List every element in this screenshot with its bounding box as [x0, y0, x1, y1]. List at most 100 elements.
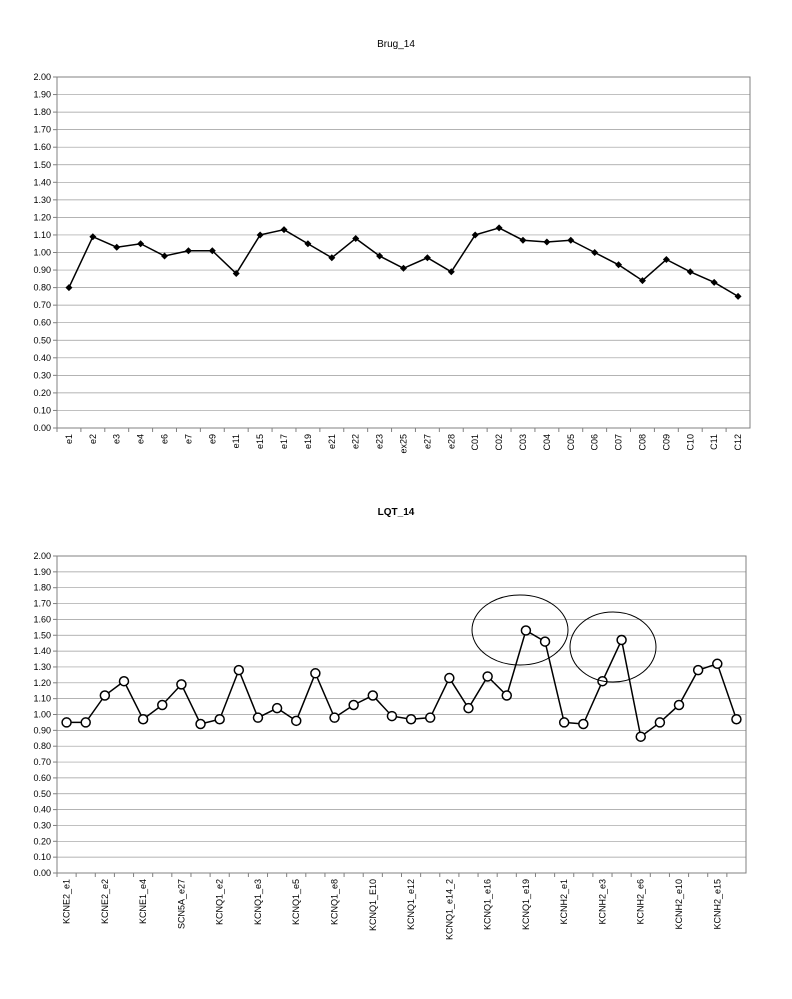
data-point [447, 268, 455, 276]
data-point [405, 714, 417, 725]
data-point [61, 717, 72, 728]
y-tick-label: 0.90 [33, 725, 51, 735]
chart-title: LQT_14 [378, 507, 415, 518]
x-tick-label: KCNQ1_e12 [406, 879, 416, 930]
y-tick-label: 1.40 [33, 177, 51, 187]
y-tick-label: 0.30 [33, 820, 51, 830]
x-tick-label: C10 [685, 434, 695, 451]
data-point [290, 715, 302, 727]
x-tick-label: KCNQ1_e5 [291, 879, 301, 925]
data-point [386, 710, 398, 722]
y-tick-label: 2.00 [33, 551, 51, 561]
x-tick-label: e23 [375, 434, 385, 449]
x-tick-label: SCN5A_e27 [176, 879, 186, 929]
data-point [471, 231, 479, 239]
y-tick-label: 1.20 [33, 212, 51, 222]
y-tick-label: 0.40 [33, 353, 51, 363]
x-tick-label: KCNQ1_e3 [253, 879, 263, 925]
y-tick-label: 0.10 [33, 405, 51, 415]
data-point [501, 690, 513, 701]
x-tick-label: e17 [279, 434, 289, 449]
data-point [578, 718, 589, 730]
y-tick-label: 1.80 [33, 583, 51, 593]
data-point [208, 247, 216, 255]
y-tick-label: 1.00 [33, 248, 51, 258]
data-point [195, 718, 206, 730]
data-point [89, 233, 97, 241]
y-tick-label: 1.40 [33, 646, 51, 656]
y-tick-label: 0.80 [33, 283, 51, 293]
data-point [184, 247, 192, 255]
x-tick-label: KCNH2_e1 [559, 879, 569, 925]
data-point [616, 634, 627, 646]
data-point [615, 261, 623, 269]
x-tick-label: KCNQ1_e8 [330, 879, 340, 925]
x-tick-label: KCNH2_e6 [636, 879, 646, 925]
data-point [176, 679, 187, 690]
x-tick-label: e4 [136, 434, 146, 444]
x-tick-label: C02 [494, 434, 504, 451]
y-tick-label: 1.80 [33, 107, 51, 117]
y-tick-label: 0.70 [33, 757, 51, 767]
x-tick-label: e7 [183, 434, 193, 444]
x-tick-label: KCNE1_e4 [138, 879, 148, 924]
data-point [543, 238, 551, 246]
data-point [233, 664, 245, 676]
data-point [520, 625, 532, 636]
x-tick-label: C07 [614, 434, 624, 451]
data-point [673, 699, 685, 711]
x-tick-label: KCNE2_e1 [62, 879, 72, 924]
data-point [118, 675, 130, 687]
data-point [376, 252, 384, 260]
y-tick-label: 0.80 [33, 741, 51, 751]
data-point [214, 714, 225, 725]
data-point [539, 636, 551, 647]
y-tick-label: 1.20 [33, 678, 51, 688]
highlight-ellipse [569, 611, 657, 683]
x-tick-label: ex25 [399, 434, 409, 454]
data-point [367, 690, 379, 701]
x-tick-label: C01 [470, 434, 480, 451]
data-point [686, 268, 694, 276]
data-point [710, 278, 718, 286]
x-tick-label: e2 [88, 434, 98, 444]
x-tick-label: C03 [518, 434, 528, 451]
y-tick-label: 0.60 [33, 773, 51, 783]
x-tick-label: KCNQ1_e14_2 [444, 879, 454, 940]
data-point [482, 671, 493, 682]
data-point [329, 712, 340, 723]
y-tick-label: 0.50 [33, 335, 51, 345]
data-point [271, 702, 283, 714]
data-point [495, 224, 503, 232]
y-tick-label: 1.70 [33, 599, 51, 609]
y-tick-label: 1.10 [33, 230, 51, 240]
x-tick-label: e22 [351, 434, 361, 449]
data-point [567, 236, 575, 244]
y-tick-label: 0.90 [33, 265, 51, 275]
x-tick-label: e28 [446, 434, 456, 449]
data-point [280, 226, 288, 234]
x-tick-label: e6 [160, 434, 170, 444]
data-point [352, 234, 360, 242]
x-tick-label: C11 [709, 434, 719, 450]
x-tick-label: KCNQ1_E10 [368, 879, 378, 931]
x-tick-label: e21 [327, 434, 337, 449]
x-tick-label: e1 [64, 434, 74, 444]
y-tick-label: 1.10 [33, 694, 51, 704]
y-tick-label: 0.00 [33, 423, 51, 433]
y-tick-label: 1.90 [33, 567, 51, 577]
data-point [310, 668, 321, 679]
x-tick-label: e11 [231, 434, 241, 448]
x-tick-label: C09 [661, 434, 671, 451]
data-point [463, 702, 474, 714]
data-point [137, 714, 149, 725]
x-tick-label: C06 [590, 434, 600, 451]
data-point [662, 256, 670, 264]
y-tick-label: 1.70 [33, 125, 51, 135]
plot-area [56, 76, 751, 429]
data-point [80, 717, 91, 728]
data-point [444, 672, 455, 684]
data-point [304, 240, 312, 248]
y-tick-label: 1.30 [33, 662, 51, 672]
